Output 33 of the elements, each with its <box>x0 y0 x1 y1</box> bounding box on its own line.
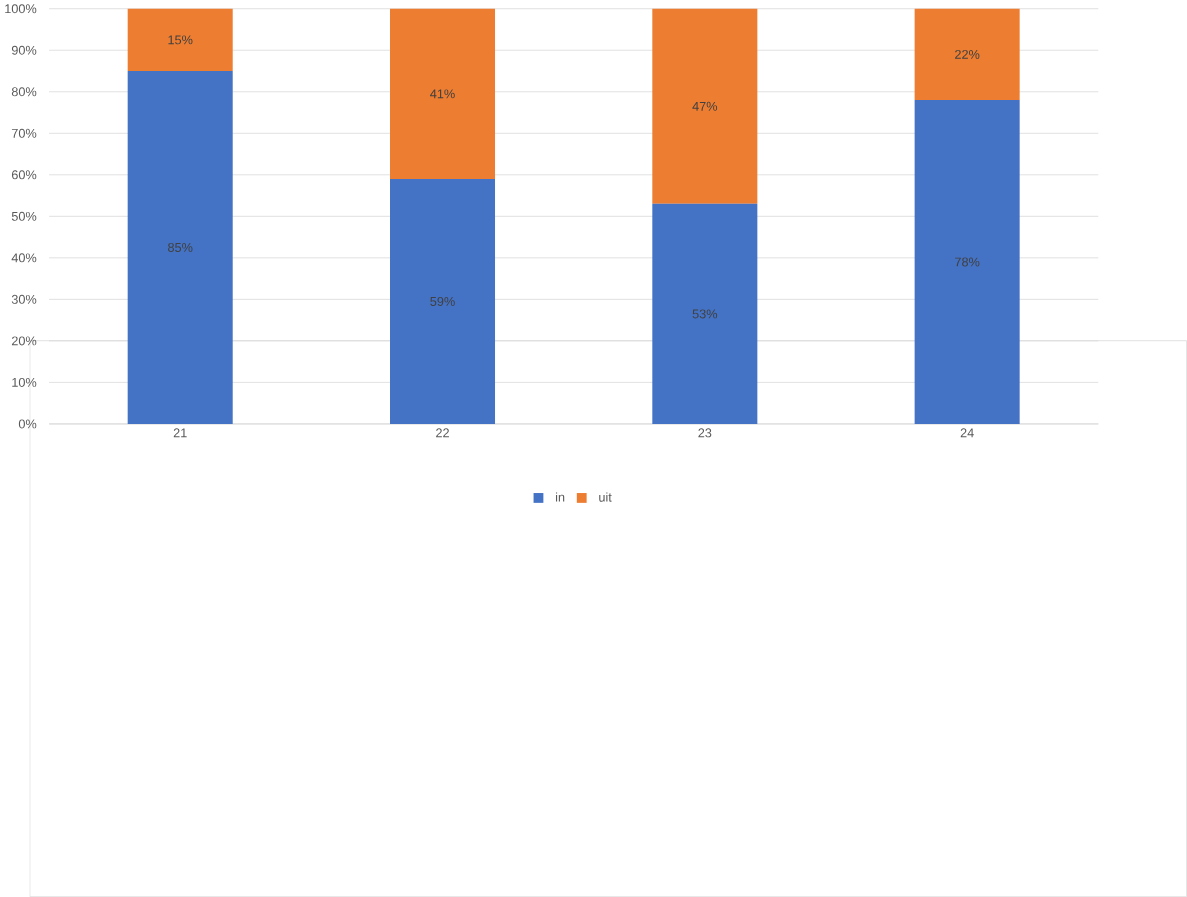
y-tick-label: 40% <box>11 253 37 263</box>
bar <box>914 100 1020 424</box>
bar <box>127 8 233 71</box>
x-tick-label: 23 <box>698 428 712 438</box>
bar <box>652 203 758 424</box>
y-tick-label: 70% <box>11 128 37 138</box>
data-label: 41% <box>430 89 455 99</box>
y-tick-label: 30% <box>11 294 37 304</box>
legend-label: in <box>555 492 565 502</box>
data-label: 78% <box>955 257 980 267</box>
x-tick-label: 22 <box>436 428 449 438</box>
y-tick-label: 10% <box>12 377 37 387</box>
y-tick-label: 90% <box>11 45 37 55</box>
y-tick-label: 20% <box>11 336 37 346</box>
data-label: 15% <box>168 35 193 45</box>
x-tick-label: 24 <box>960 428 974 438</box>
data-label: 85% <box>168 242 193 252</box>
bar <box>390 8 496 179</box>
data-label: 22% <box>955 49 980 59</box>
bar <box>652 8 758 204</box>
data-label: 47% <box>692 101 718 111</box>
y-tick-label: 0% <box>18 419 37 429</box>
y-tick-label: 60% <box>11 170 37 180</box>
y-tick-label: 50% <box>11 211 37 221</box>
y-tick-label: 80% <box>11 87 37 97</box>
bar <box>127 70 233 424</box>
legend-label: uit <box>599 492 612 502</box>
bar <box>390 178 496 424</box>
bar <box>914 8 1020 101</box>
y-tick-label: 100% <box>5 4 37 14</box>
data-label: 53% <box>692 309 718 319</box>
data-label: 59% <box>430 296 455 306</box>
x-tick-label: 21 <box>173 428 187 438</box>
